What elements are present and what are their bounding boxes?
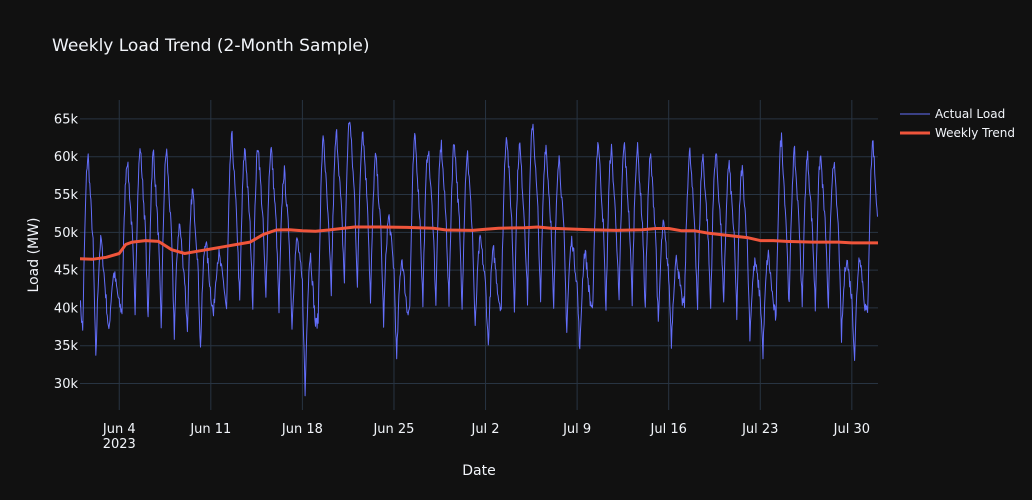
legend-item-weekly-trend[interactable]: Weekly Trend <box>900 126 1015 140</box>
y-axis-title: Load (MW) <box>26 218 42 293</box>
y-tick-label: 50k <box>54 226 79 241</box>
x-tick-label: Jun 18 <box>281 422 323 437</box>
legend: Actual Load Weekly Trend <box>900 107 1015 140</box>
y-tick-label: 65k <box>54 112 79 127</box>
x-tick-year-label: 2023 <box>103 437 136 452</box>
y-tick-label: 55k <box>54 188 79 203</box>
legend-label-weekly-trend: Weekly Trend <box>935 126 1015 140</box>
y-tick-label: 60k <box>54 150 79 165</box>
y-axis-tick-labels: 30k 35k 40k 45k 50k 55k 60k 65k <box>54 112 79 392</box>
x-tick-label: Jul 23 <box>741 422 778 437</box>
y-tick-label: 40k <box>54 301 79 316</box>
y-tick-label: 35k <box>54 339 79 354</box>
legend-item-actual-load[interactable]: Actual Load <box>900 107 1005 121</box>
x-tick-label: Jun 25 <box>372 422 414 437</box>
x-tick-label: Jun 4 <box>102 422 136 437</box>
series-weekly-trend-line <box>80 225 878 261</box>
x-axis-title: Date <box>462 463 495 479</box>
x-tick-label: Jun 11 <box>189 422 231 437</box>
legend-label-actual-load: Actual Load <box>935 107 1005 121</box>
y-tick-label: 45k <box>54 264 79 279</box>
x-tick-label: Jul 2 <box>470 422 499 437</box>
series-actual-load-line <box>80 121 878 397</box>
chart-title: Weekly Load Trend (2-Month Sample) <box>52 36 370 56</box>
x-tick-label: Jul 9 <box>562 422 591 437</box>
plot-area <box>80 100 878 410</box>
x-tick-label: Jul 30 <box>833 422 870 437</box>
x-tick-label: Jul 16 <box>650 422 687 437</box>
x-gridlines <box>118 100 853 410</box>
y-tick-label: 30k <box>54 377 79 392</box>
